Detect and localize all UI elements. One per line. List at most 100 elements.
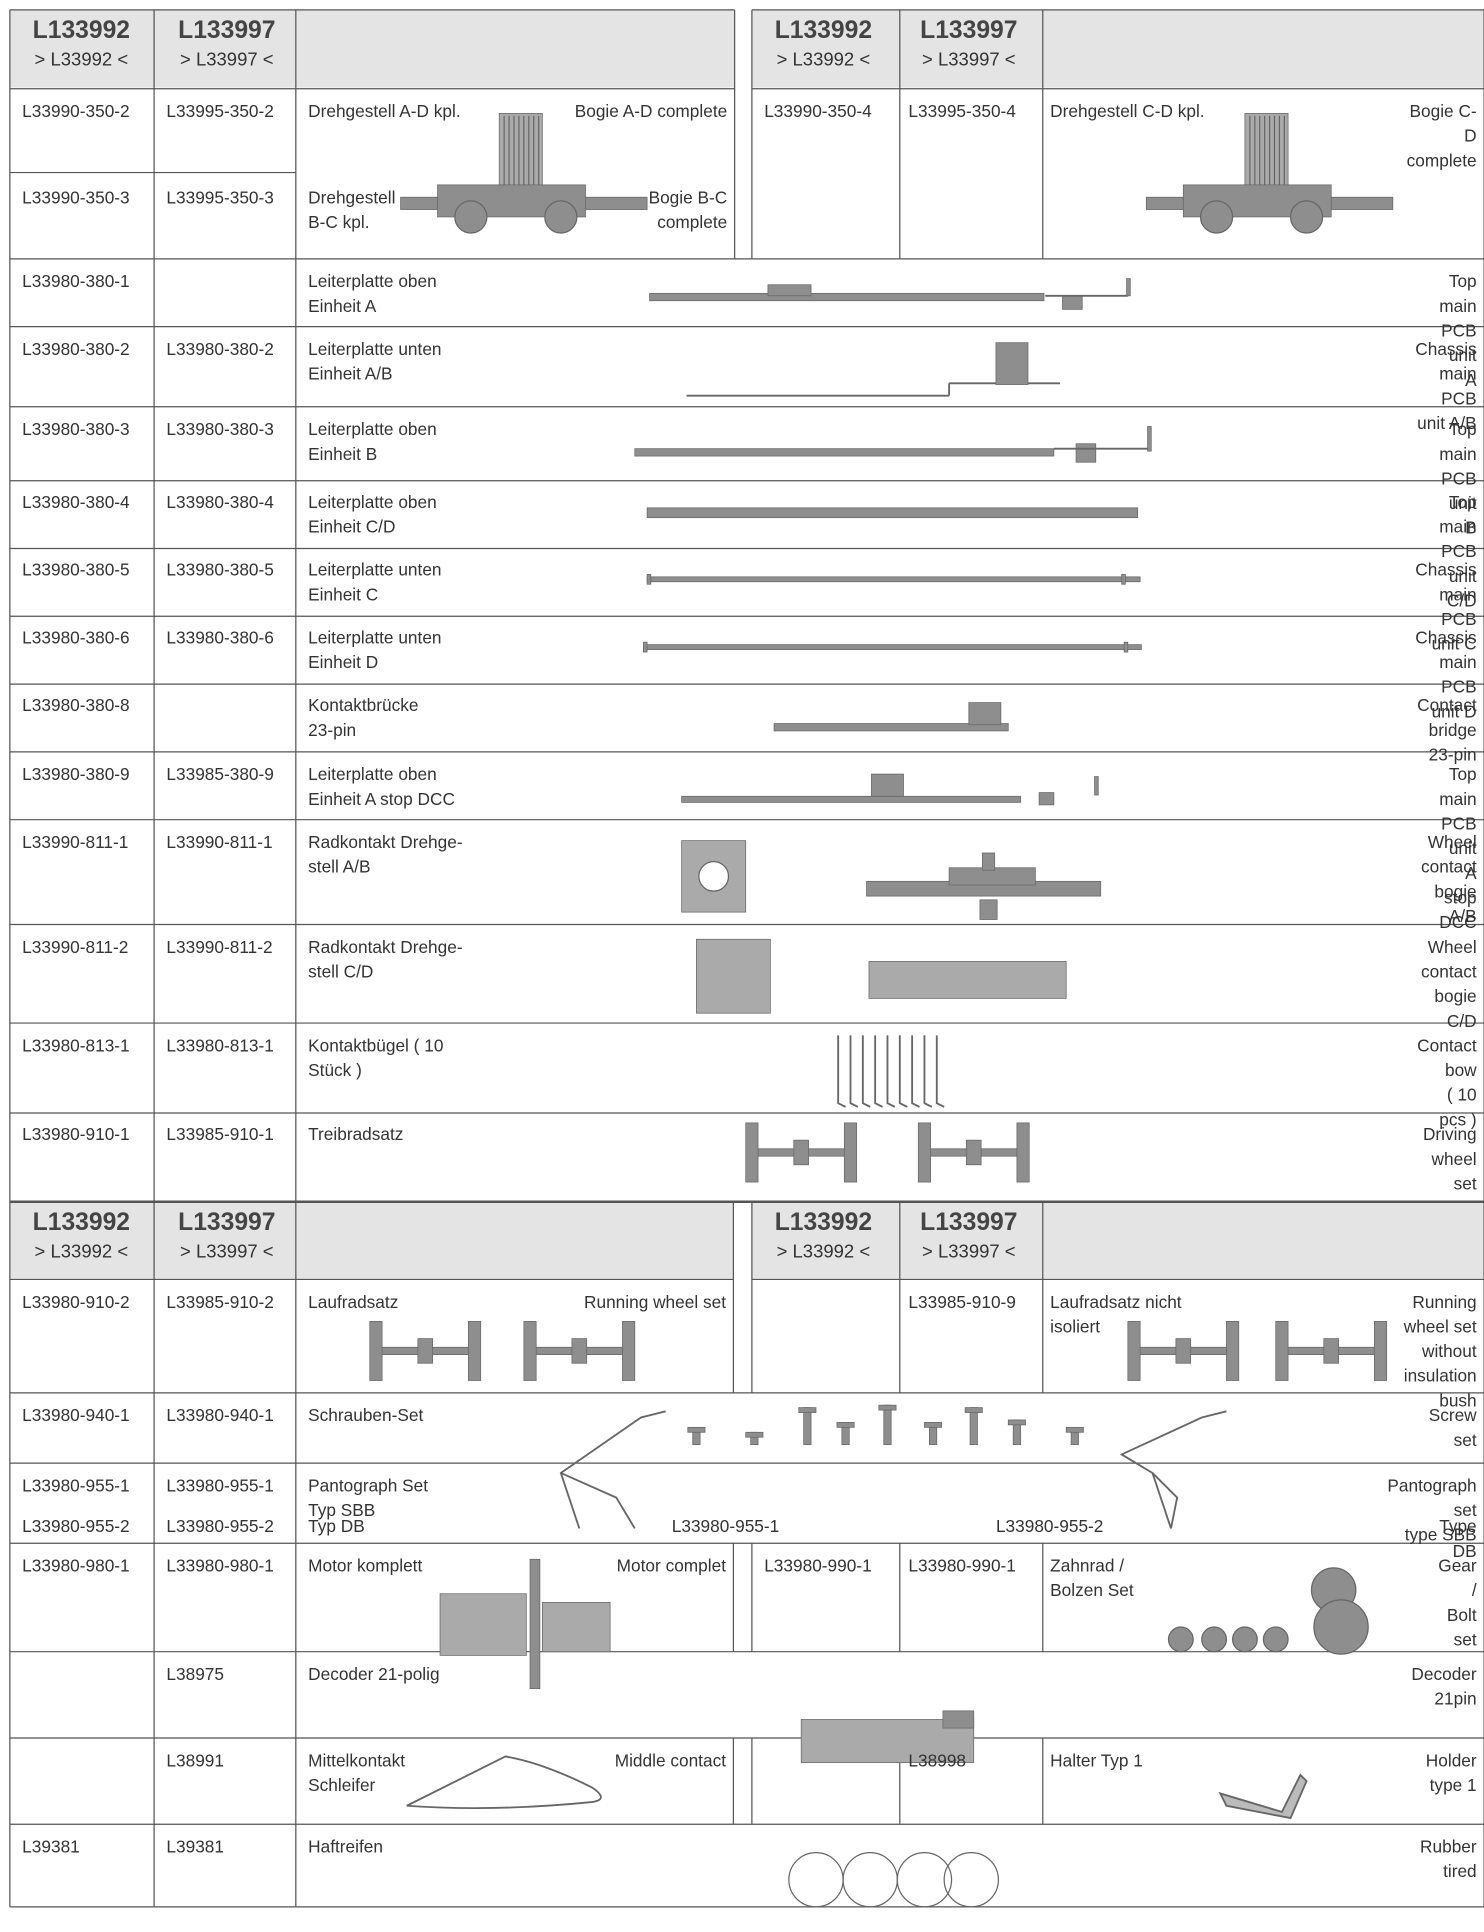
part-drawing	[1199, 200, 1234, 234]
part-drawing	[788, 1851, 844, 1908]
part-drawing	[874, 1035, 883, 1108]
part-drawing	[529, 1558, 541, 1690]
part-drawing	[837, 1035, 846, 1108]
description-de: Leiterplatte unten Einheit C	[308, 559, 442, 604]
part-number: L33980-380-5	[22, 559, 130, 580]
header-code: L133997	[178, 1209, 276, 1237]
description-en: Holder type 1	[1425, 1750, 1477, 1795]
description-de: Motor komplett	[308, 1555, 423, 1576]
description-de: Laufradsatz	[308, 1291, 399, 1312]
part-drawing	[1007, 1419, 1026, 1426]
header-code: L133992	[774, 17, 873, 45]
part-drawing	[646, 576, 1141, 583]
part-number: L38975	[166, 1664, 224, 1684]
part-drawing	[649, 292, 1045, 302]
description-de: Pantograph Set Typ SBB	[308, 1475, 429, 1520]
part-drawing	[1094, 776, 1099, 796]
part-number: L33995-350-2	[166, 101, 274, 121]
part-number: L33985-380-9	[166, 764, 274, 784]
description-de: Radkontakt Drehge- stell A/B	[308, 832, 463, 877]
part-number: L33990-811-1	[22, 832, 129, 852]
header-code: L133997	[920, 17, 1018, 45]
description-en: Top main PCB unit A stop DCC	[1439, 764, 1477, 932]
description-de: Laufradsatz nicht isoliert	[1050, 1291, 1182, 1337]
part-number: L33980-990-1	[908, 1555, 1016, 1576]
description-en: Wheel contact bogie C/D	[1421, 936, 1477, 1031]
part-number: L33995-350-3	[166, 187, 274, 208]
part-drawing	[1016, 1122, 1030, 1183]
header-sub: > L33997 <	[922, 1241, 1016, 1263]
description-de: Zahnrad / Bolzen Set	[1050, 1555, 1134, 1600]
part-drawing	[1275, 1320, 1289, 1381]
part-drawing	[896, 1851, 953, 1908]
description-de: Drehgestell A-D kpl.	[308, 101, 461, 121]
description-en: Top main PCB unit B	[1439, 419, 1477, 538]
part-drawing	[406, 1755, 602, 1810]
description-en: Type DB	[1439, 1516, 1477, 1561]
part-drawing	[1119, 1410, 1227, 1529]
part-number: L33985-910-9	[908, 1291, 1016, 1312]
description-en: Contact bow ( 10 pcs )	[1417, 1035, 1477, 1130]
part-drawing	[982, 852, 996, 871]
part-number: L33990-811-2	[22, 936, 129, 957]
description-en: Bogie A-D complete	[574, 101, 728, 121]
part-drawing	[541, 1602, 611, 1653]
part-drawing	[698, 860, 730, 892]
part-drawing	[1121, 574, 1126, 585]
header-code: L133992	[774, 1209, 873, 1237]
part-drawing	[1218, 1773, 1308, 1820]
header-bg	[751, 1201, 1484, 1280]
part-drawing	[798, 1407, 817, 1413]
part-number: L33980-380-2	[22, 338, 130, 359]
description-de: Typ DB	[308, 1516, 365, 1536]
description-en: Contact bridge 23-pin	[1417, 695, 1477, 765]
description-en: Motor complet	[616, 1555, 727, 1576]
header-sub: > L33992 <	[776, 49, 871, 71]
description-en: Top main PCB unit C/D	[1439, 491, 1477, 611]
part-number: L33985-910-2	[166, 1291, 274, 1312]
part-drawing	[843, 1122, 858, 1183]
part-drawing	[1373, 1320, 1388, 1381]
part-number: L38991	[166, 1750, 224, 1771]
part-drawing	[861, 1035, 871, 1108]
header-code: L133992	[32, 1209, 131, 1237]
description-en: Running wheel set	[584, 1291, 727, 1312]
part-drawing	[745, 1431, 764, 1438]
part-number: L33980-990-1	[764, 1555, 872, 1576]
part-number: L33990-350-2	[22, 101, 130, 121]
description-de: Haftreifen	[308, 1836, 383, 1857]
part-number: L33980-813-1	[22, 1035, 130, 1056]
part-drawing	[1065, 1426, 1084, 1433]
part-drawing	[767, 284, 812, 297]
part-number: L33980-380-6	[166, 627, 274, 648]
part-number: L33980-980-1	[166, 1555, 274, 1576]
part-number: L33990-350-3	[22, 187, 130, 208]
description-en: Screw set	[1428, 1405, 1477, 1450]
description-en: Chassis main PCB unit D	[1415, 627, 1477, 722]
part-drawing	[681, 795, 1021, 803]
part-drawing	[622, 1320, 636, 1381]
part-number: L33985-910-1	[166, 1124, 274, 1144]
part-number: L38998	[908, 1750, 967, 1771]
header-bg	[751, 9, 1484, 88]
header-sub: > L33997 <	[180, 49, 274, 71]
description-de: Leiterplatte unten Einheit A/B	[308, 338, 442, 384]
header-code: L133992	[32, 17, 131, 45]
description-de: Treibradsatz	[308, 1124, 404, 1144]
part-number: L33980-910-2	[22, 1291, 130, 1312]
part-drawing	[1231, 1626, 1258, 1653]
part-drawing	[1147, 426, 1152, 452]
description-de: Decoder 21-polig	[308, 1664, 440, 1684]
part-drawing	[1201, 1626, 1228, 1653]
drawing-caption: L33980-955-2	[995, 1516, 1104, 1536]
part-drawing	[842, 1851, 898, 1908]
part-number: L33980-380-2	[166, 338, 274, 359]
drawing-caption: L33980-955-1	[671, 1516, 780, 1536]
part-drawing	[995, 342, 1029, 385]
part-number: L33980-955-1	[22, 1475, 130, 1496]
part-drawing	[634, 448, 1055, 457]
part-drawing	[1262, 1626, 1289, 1653]
description-de: Leiterplatte unten Einheit D	[308, 627, 442, 672]
